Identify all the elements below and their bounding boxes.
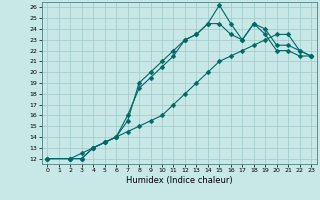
X-axis label: Humidex (Indice chaleur): Humidex (Indice chaleur) (126, 176, 233, 185)
